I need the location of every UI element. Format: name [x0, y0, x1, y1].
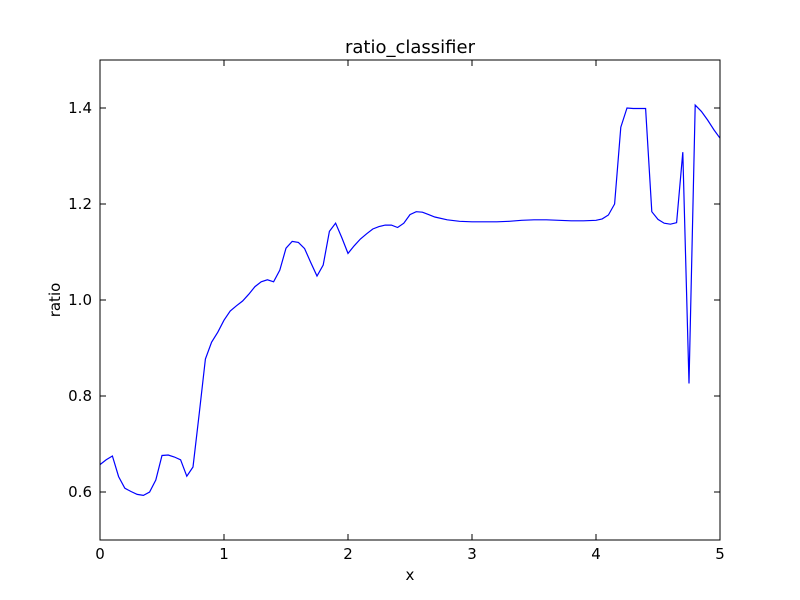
plot-frame [99, 59, 721, 541]
y-tick-label: 1.4 [68, 99, 92, 117]
x-tick-label: 0 [95, 545, 105, 563]
y-tick-label: 1.2 [68, 195, 92, 213]
chart-title: ratio_classifier [345, 37, 476, 58]
y-tick-label: 0.8 [68, 387, 92, 405]
x-tick-label: 4 [591, 545, 601, 563]
x-tick-label: 3 [467, 545, 477, 563]
y-tick-label: 1.0 [68, 291, 92, 309]
x-tick-label: 1 [219, 545, 229, 563]
x-tick-label: 5 [715, 545, 725, 563]
x-axis-label: x [406, 566, 415, 584]
y-tick-label: 0.6 [68, 483, 92, 501]
x-tick-label: 2 [343, 545, 353, 563]
axis-tick-labels: 0 1 2 3 4 5 0.6 0.8 1.0 1.2 1.4 [68, 99, 725, 563]
series-line [99, 103, 721, 497]
y-axis-label: ratio [46, 283, 64, 318]
